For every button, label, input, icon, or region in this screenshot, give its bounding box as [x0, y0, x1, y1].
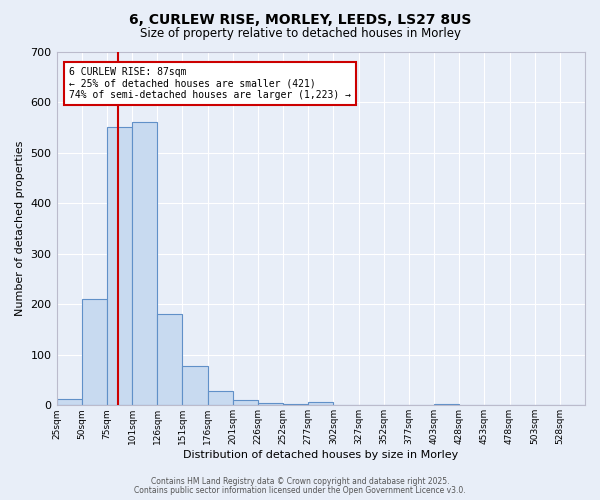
Text: Contains public sector information licensed under the Open Government Licence v3: Contains public sector information licen…	[134, 486, 466, 495]
Text: Size of property relative to detached houses in Morley: Size of property relative to detached ho…	[139, 28, 461, 40]
Bar	[308, 402, 334, 406]
Bar	[182, 366, 208, 406]
Text: Contains HM Land Registry data © Crown copyright and database right 2025.: Contains HM Land Registry data © Crown c…	[151, 477, 449, 486]
Y-axis label: Number of detached properties: Number of detached properties	[15, 140, 25, 316]
Bar	[233, 400, 258, 406]
Bar	[258, 403, 283, 406]
Bar	[132, 122, 157, 406]
Bar	[107, 128, 132, 406]
Bar	[82, 299, 107, 406]
Text: 6 CURLEW RISE: 87sqm
← 25% of detached houses are smaller (421)
74% of semi-deta: 6 CURLEW RISE: 87sqm ← 25% of detached h…	[69, 66, 351, 100]
X-axis label: Distribution of detached houses by size in Morley: Distribution of detached houses by size …	[183, 450, 458, 460]
Bar	[283, 404, 308, 406]
Bar	[535, 405, 560, 406]
Bar	[208, 391, 233, 406]
Bar	[157, 314, 182, 406]
Bar	[434, 404, 459, 406]
Bar	[56, 399, 82, 406]
Text: 6, CURLEW RISE, MORLEY, LEEDS, LS27 8US: 6, CURLEW RISE, MORLEY, LEEDS, LS27 8US	[129, 12, 471, 26]
Bar	[334, 405, 359, 406]
